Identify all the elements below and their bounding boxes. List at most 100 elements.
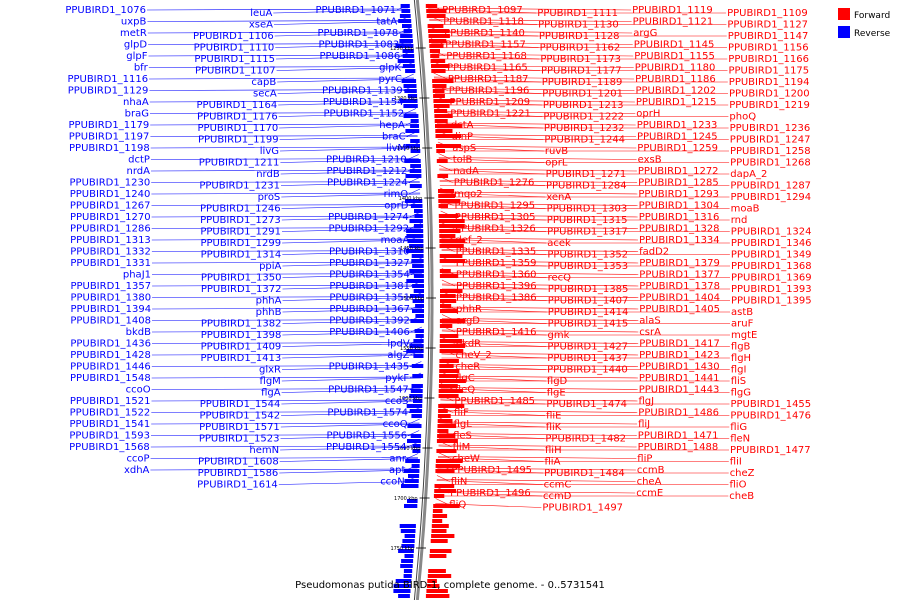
reverse-gene-block (400, 34, 413, 38)
reverse-gene-block (413, 354, 424, 358)
forward-gene-label: ccmC (544, 480, 572, 491)
forward-gene-label: PPUBIRD1_1423 (639, 350, 720, 361)
forward-gene-block (438, 214, 459, 218)
forward-gene-label: flgC (455, 373, 475, 384)
reverse-gene-block (404, 554, 414, 558)
reverse-gene-label: PPUBIRD1_1408 (70, 316, 151, 327)
forward-gene-block (430, 539, 448, 543)
forward-leader-line (439, 411, 546, 416)
reverse-gene-label: PPUBIRD1_1107 (195, 66, 276, 77)
forward-gene-label: fadD2 (639, 247, 669, 258)
reverse-gene-label: PPUBIRD1_1176 (197, 112, 278, 123)
forward-gene-block (439, 379, 466, 383)
map-caption: Pseudomonas putida BIRD-1, complete geno… (295, 580, 605, 591)
forward-gene-label: fleS (453, 431, 472, 442)
scale-ticks: 1250 kbp 1300 kbp 1350 kbp 1400 kbp 1450 kbp… (390, 46, 436, 552)
reverse-gene-block (403, 104, 418, 108)
forward-gene-label: PPUBIRD1_1378 (639, 281, 720, 292)
reverse-gene-block (395, 579, 412, 583)
reverse-gene-label: PPUBIRD1_1544 (200, 399, 281, 410)
forward-leader-line (437, 134, 637, 137)
forward-gene-block (439, 349, 464, 353)
reverse-leader-line (273, 21, 410, 25)
forward-gene-label: PPUBIRD1_1196 (449, 86, 530, 97)
reverse-gene-block (411, 384, 423, 388)
reverse-gene-block (399, 524, 416, 528)
forward-gene-block (427, 24, 444, 28)
forward-gene-block (436, 449, 457, 453)
reverse-leader-line (278, 481, 417, 485)
reverse-gene-label: ccoQ (383, 419, 408, 430)
forward-gene-block (431, 529, 447, 533)
reverse-gene-block (399, 39, 413, 43)
reverse-gene-block (409, 409, 423, 413)
forward-gene-label: fliP (637, 454, 652, 465)
reverse-gene-block (406, 349, 424, 353)
reverse-gene-label: flgA (261, 388, 281, 399)
forward-leader-line (439, 421, 638, 425)
reverse-leader-line (282, 251, 422, 255)
forward-gene-label: PPUBIRD1_1271 (546, 169, 627, 180)
reverse-leader-line (151, 342, 422, 344)
forward-gene-label: fliE (546, 411, 561, 422)
forward-leader-line (441, 342, 547, 347)
forward-gene-label: PPUBIRD1_1471 (638, 431, 719, 442)
forward-leader-line (438, 153, 452, 160)
reverse-gene-block (415, 334, 424, 338)
reverse-leader-line (282, 308, 423, 313)
forward-gene-label: PPUBIRD1_1488 (638, 442, 719, 453)
reverse-leader-line (151, 388, 421, 390)
forward-gene-label: PPUBIRD1_1189 (542, 77, 623, 88)
forward-gene-block (431, 534, 455, 538)
forward-gene-block (437, 429, 449, 433)
reverse-gene-block (404, 534, 416, 538)
forward-gene-label: PPUBIRD1_1496 (450, 488, 531, 499)
reverse-leader-line (149, 112, 417, 114)
forward-gene-label: PPUBIRD1_1360 (456, 270, 537, 281)
forward-leader-line (438, 164, 453, 172)
forward-gene-label: PPUBIRD1_1393 (731, 284, 812, 295)
forward-leader-line (438, 445, 545, 451)
forward-leader-line (440, 398, 638, 402)
reverse-leader-line (150, 169, 420, 172)
forward-gene-block (439, 369, 460, 373)
forward-gene-block (439, 244, 464, 248)
forward-gene-block (429, 549, 452, 553)
forward-gene-label: PPUBIRD1_1404 (639, 293, 720, 304)
reverse-leader-line (281, 205, 421, 209)
forward-gene-label: ccmD (543, 491, 572, 502)
reverse-gene-block (410, 149, 421, 153)
reverse-gene-label: PPUBIRD1_1230 (70, 178, 151, 189)
forward-gene-label: ruvB (545, 146, 568, 157)
forward-gene-block (437, 414, 451, 418)
reverse-gene-label: PPUBIRD1_1351 (329, 293, 410, 304)
forward-gene-label: PPUBIRD1_1334 (639, 235, 720, 246)
forward-leader-line (438, 145, 637, 149)
forward-gene-label: PPUBIRD1_1407 (548, 296, 629, 307)
reverse-leader-line (273, 9, 409, 14)
reverse-leader-line (275, 44, 412, 48)
reverse-leader-line (276, 67, 414, 71)
forward-gene-label: PPUBIRD1_1166 (728, 54, 809, 65)
reverse-gene-label: PPUBIRD1_1556 (326, 431, 407, 442)
forward-gene-block (438, 219, 465, 223)
reverse-gene-block (403, 569, 413, 573)
reverse-gene-block (398, 594, 410, 598)
forward-leader-line (441, 318, 639, 321)
reverse-gene-block (402, 54, 415, 58)
forward-gene-label: aruF (731, 319, 754, 330)
reverse-leader-line (280, 423, 420, 428)
forward-gene-block (439, 319, 466, 323)
forward-gene-block (439, 374, 459, 378)
forward-gene-label: PPUBIRD1_1145 (634, 40, 715, 51)
forward-gene-block (438, 194, 455, 198)
reverse-gene-label: PPUBIRD1_1299 (200, 238, 281, 249)
reverse-gene-labels: PPUBIRD1_1071 leuA PPUBIRD1_1076 tatA xseA ux… (65, 5, 410, 491)
reverse-gene-block (412, 444, 421, 448)
reverse-gene-block (393, 584, 411, 588)
forward-leader-line (439, 169, 545, 175)
reverse-gene-label: flgM (260, 376, 281, 387)
reverse-gene-block (410, 294, 424, 298)
forward-gene-label: PPUBIRD1_1474 (546, 399, 627, 410)
forward-leader-line (433, 66, 541, 71)
